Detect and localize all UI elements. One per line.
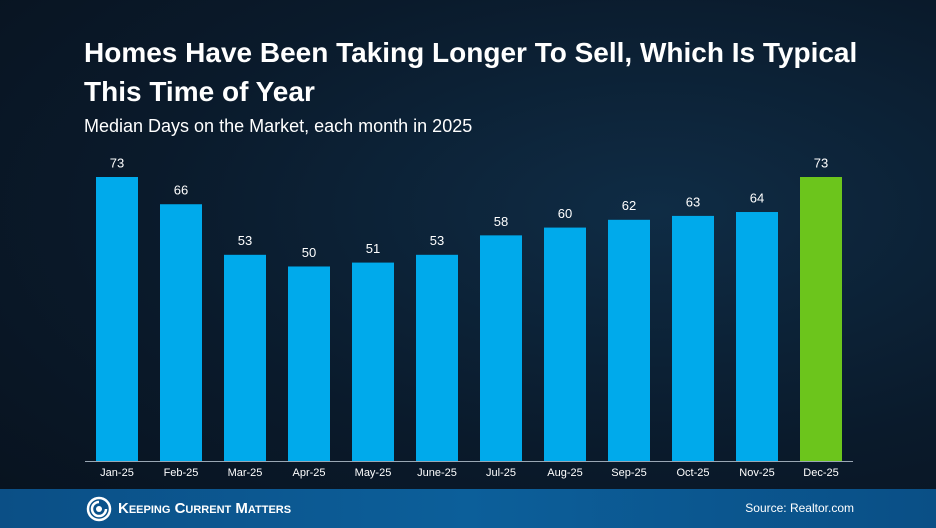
value-label: 51 — [366, 241, 380, 256]
value-label: 60 — [558, 206, 572, 221]
x-tick-label: May-25 — [355, 467, 392, 479]
bar — [736, 212, 778, 461]
x-tick-label: Jan-25 — [100, 467, 134, 479]
bar — [544, 227, 586, 461]
value-label: 64 — [750, 190, 764, 205]
x-tick-label: Oct-25 — [676, 467, 709, 479]
bar — [672, 215, 714, 461]
chart-title: Homes Have Been Taking Longer To Sell, W… — [84, 37, 858, 107]
bar — [96, 177, 138, 461]
x-tick-label: Feb-25 — [164, 467, 199, 479]
source: Source: Realtor.com — [745, 501, 854, 515]
x-tick-label: Aug-25 — [547, 467, 582, 479]
value-label: 53 — [238, 233, 252, 248]
value-label: 73 — [814, 155, 828, 170]
x-tick-label: Jul-25 — [486, 467, 516, 479]
x-tick-label: Mar-25 — [228, 467, 263, 479]
x-tick-label: Apr-25 — [292, 467, 325, 479]
bar — [608, 219, 650, 461]
logo — [86, 496, 112, 522]
brand: Keeping Current Matters — [118, 500, 292, 517]
chart: Jan-25 73 Feb-25 66 Mar-25 53 Apr-25 50 May-25 51… — [85, 155, 853, 479]
bar — [800, 177, 842, 461]
footer: Keeping Current Matters Source: Realtor.… — [0, 489, 936, 528]
value-label: 62 — [622, 198, 636, 213]
bar — [224, 254, 266, 461]
bar — [352, 262, 394, 461]
x-tick-label: June-25 — [417, 467, 457, 479]
x-tick-label: Nov-25 — [739, 467, 774, 479]
value-label: 66 — [174, 183, 188, 198]
x-tick-label: Dec-25 — [803, 467, 838, 479]
value-label: 73 — [110, 155, 124, 170]
chart-subtitle: Median Days on the Market, each month in… — [84, 116, 473, 136]
value-label: 50 — [302, 245, 316, 260]
value-label: 53 — [430, 233, 444, 248]
x-tick-label: Sep-25 — [611, 467, 646, 479]
bar — [160, 204, 202, 461]
value-label: 58 — [494, 214, 508, 229]
bar — [288, 266, 330, 461]
bar — [416, 254, 458, 461]
bar — [480, 235, 522, 461]
value-label: 63 — [686, 194, 700, 209]
